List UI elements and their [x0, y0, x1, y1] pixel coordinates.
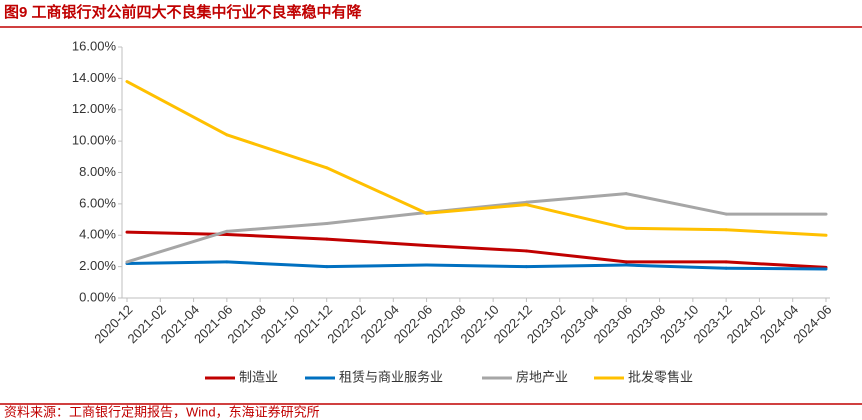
series-line: [624, 226, 728, 232]
y-tick-label: 4.00%: [79, 227, 116, 242]
legend-label: 租赁与商业服务业: [339, 369, 443, 384]
series-line: [225, 260, 329, 269]
y-tick-label: 10.00%: [72, 133, 117, 148]
series-line: [425, 243, 528, 253]
series-line: [325, 166, 429, 215]
series-line: [524, 263, 628, 269]
chart-title: 图9 工商银行对公前四大不良集中行业不良率稳中有降: [4, 3, 363, 21]
y-tick-label: 14.00%: [72, 70, 117, 85]
series-line: [425, 263, 528, 269]
series-line: [724, 228, 828, 237]
series-line: [225, 232, 329, 241]
series-line: [225, 133, 329, 170]
y-tick-label: 12.00%: [72, 101, 117, 116]
series-line: [425, 203, 528, 215]
y-tick-label: 8.00%: [79, 164, 116, 179]
series-line: [225, 221, 329, 233]
series-line: [524, 249, 628, 264]
series-line: [624, 192, 728, 216]
series-line: [624, 263, 728, 270]
y-tick-label: 0.00%: [79, 289, 116, 304]
series-line: [325, 237, 429, 247]
legend-label: 制造业: [239, 369, 278, 384]
series-line: [125, 260, 229, 265]
y-tick-label: 6.00%: [79, 195, 116, 210]
source: 资料来源：工商银行定期报告，Wind，东海证券研究所: [4, 404, 320, 419]
series-line: [125, 230, 229, 236]
series-line: [524, 192, 628, 204]
y-tick-label: 2.00%: [79, 258, 116, 273]
series-line: [125, 229, 229, 264]
legend-label: 房地产业: [516, 369, 568, 384]
y-tick-label: 16.00%: [72, 38, 117, 53]
series-line: [125, 80, 229, 137]
series-line: [325, 211, 429, 225]
legend-label: 批发零售业: [628, 369, 693, 384]
series-line: [724, 260, 828, 269]
series-line: [325, 263, 429, 269]
series-line: [524, 203, 628, 230]
series-line: [724, 266, 828, 271]
